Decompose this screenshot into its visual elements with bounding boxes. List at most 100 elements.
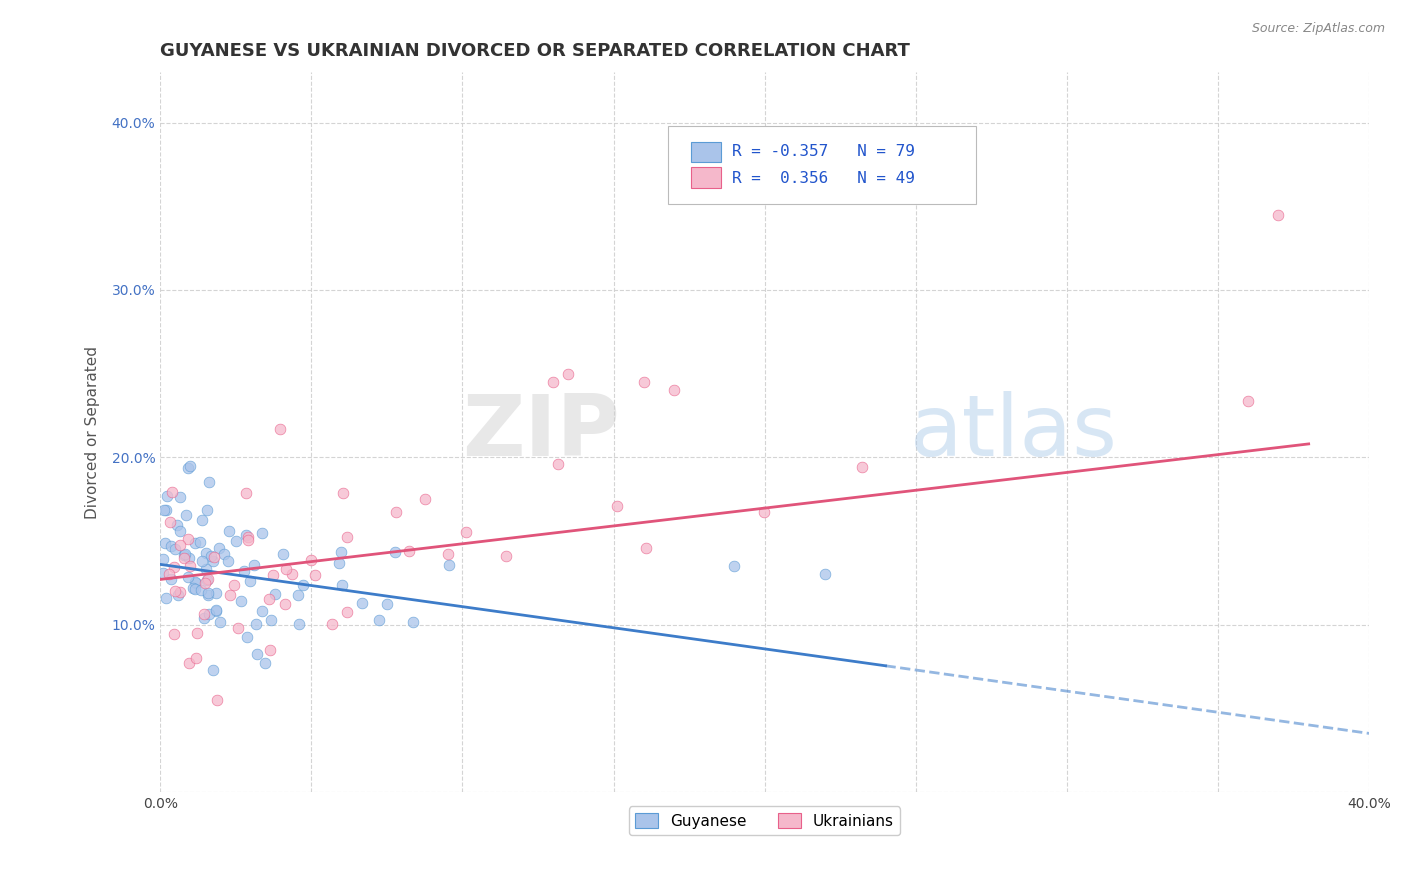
Text: GUYANESE VS UKRAINIAN DIVORCED OR SEPARATED CORRELATION CHART: GUYANESE VS UKRAINIAN DIVORCED OR SEPARA… [160,42,910,60]
Point [207,693,229,707]
Point [160,539,183,553]
Point [384,544,406,558]
Point [177,551,200,566]
Point [165,584,187,599]
Point [398,544,420,558]
Point [186,575,208,590]
Point [1237,393,1260,408]
Point [413,492,436,507]
Point [156,490,179,504]
Point [304,568,326,582]
Point [169,584,191,599]
Point [402,615,425,629]
Point [195,503,218,517]
Point [181,581,204,595]
Point [257,591,280,606]
Point [547,457,569,471]
Point [633,375,655,389]
Point [194,561,217,575]
Point [160,485,183,500]
Point [321,616,343,631]
Point [437,558,460,573]
Point [163,559,186,574]
Point [269,422,291,436]
Point [263,587,285,601]
Point [606,499,628,513]
Point [246,647,269,661]
Point [224,578,246,592]
Point [184,582,207,596]
Point [328,556,350,570]
Point [253,656,276,670]
Point [165,542,187,557]
Point [368,613,391,627]
Legend: Guyanese, Ukrainians: Guyanese, Ukrainians [630,806,900,835]
Point [225,533,247,548]
Point [236,533,259,547]
Point [301,553,323,567]
Point [177,657,200,671]
Point [201,663,224,677]
Point [291,578,314,592]
Point [662,384,685,398]
Point [179,559,201,574]
Text: atlas: atlas [910,391,1118,474]
Point [385,505,408,519]
Y-axis label: Divorced or Separated: Divorced or Separated [86,346,100,518]
Point [252,525,274,540]
Point [218,524,240,538]
Point [287,588,309,602]
Point [177,461,200,475]
Point [352,596,374,610]
Point [634,541,657,556]
Point [207,541,229,555]
Point [288,616,311,631]
Text: R = -0.357   N = 79: R = -0.357 N = 79 [733,145,915,159]
Point [209,615,232,629]
Point [260,613,283,627]
Point [235,485,257,500]
Point [159,515,181,529]
Point [436,547,458,561]
Point [197,475,219,490]
Point [262,568,284,582]
Point [205,603,228,617]
Point [274,597,297,611]
Point [169,524,191,539]
Point [205,586,228,600]
Point [375,597,398,611]
Point [155,591,177,606]
Point [330,545,353,559]
Point [723,559,745,574]
Text: Source: ZipAtlas.com: Source: ZipAtlas.com [1251,22,1385,36]
Point [193,607,215,621]
Point [235,528,257,542]
Point [179,458,201,473]
Point [276,562,298,576]
Point [195,573,218,587]
Point [197,573,219,587]
Point [226,621,249,635]
Point [169,490,191,504]
Point [218,588,240,602]
Point [191,513,214,527]
Point [159,572,181,586]
Point [201,554,224,568]
Point [1267,208,1289,222]
Point [281,566,304,581]
Point [173,550,195,565]
Point [336,605,359,619]
Point [752,505,775,519]
Point [193,611,215,625]
Point [814,567,837,582]
Point [183,574,205,589]
Point [229,594,252,608]
Point [252,604,274,618]
Point [851,460,873,475]
Point [541,375,564,389]
Point [202,550,225,565]
FancyBboxPatch shape [668,127,976,204]
Point [152,552,174,566]
Point [173,547,195,561]
Point [190,583,212,598]
